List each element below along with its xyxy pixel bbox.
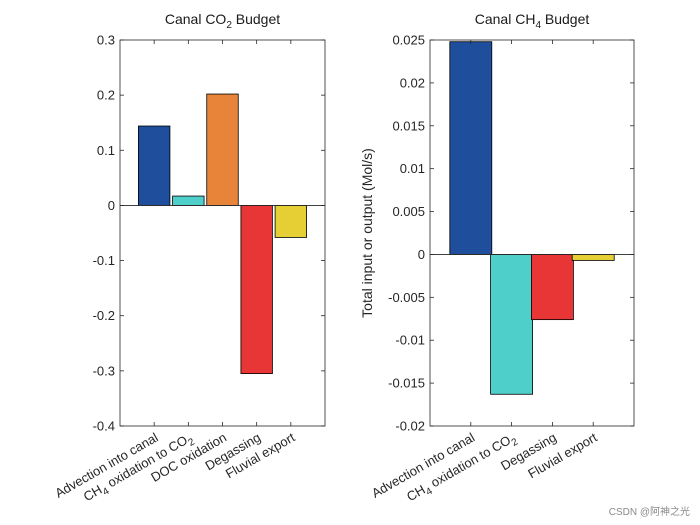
bar-5 (274, 205, 307, 238)
bar-2 (490, 254, 534, 395)
y-tick-label: -0.01 (395, 333, 425, 348)
y-tick-label: 0.005 (392, 204, 425, 219)
y-tick-label: -0.4 (93, 419, 115, 434)
y-tick-label: 0.01 (400, 161, 425, 176)
y-tick-label: -0.1 (93, 253, 115, 268)
bar-1 (449, 41, 493, 255)
y-tick-label: 0 (108, 198, 115, 213)
chart-title: Canal CO2 Budget (165, 11, 280, 31)
bar-3 (531, 254, 574, 321)
bar-4 (571, 254, 615, 261)
y-tick-label: 0.02 (400, 75, 425, 90)
y-tick-label: 0.015 (392, 118, 425, 133)
bar-4 (240, 205, 273, 375)
chart-panel-2: -0.02 -0.015 -0.01 -0.005 0 0.005 0.01 0.015 0.0… (359, 11, 635, 504)
y-tick-label: 0.1 (97, 143, 115, 158)
y-tick-label: 0.3 (97, 33, 115, 48)
bar-2 (172, 195, 205, 206)
chart-title: Canal CH4 Budget (475, 11, 590, 31)
watermark: CSDN @阿神之光 (609, 505, 690, 518)
y-tick-label: -0.015 (388, 376, 425, 391)
y-tick-label: 0 (418, 247, 425, 262)
bar-3 (206, 93, 239, 206)
y-axis-label: Total input or output (Mol/s) (359, 148, 375, 318)
y-tick-label: -0.005 (388, 290, 425, 305)
bar-1 (138, 125, 171, 206)
y-tick-label: -0.02 (395, 419, 425, 434)
y-tick-label: -0.3 (93, 363, 115, 378)
y-tick-label: 0.2 (97, 88, 115, 103)
y-tick-label: 0.025 (392, 33, 425, 48)
y-tick-label: -0.2 (93, 308, 115, 323)
